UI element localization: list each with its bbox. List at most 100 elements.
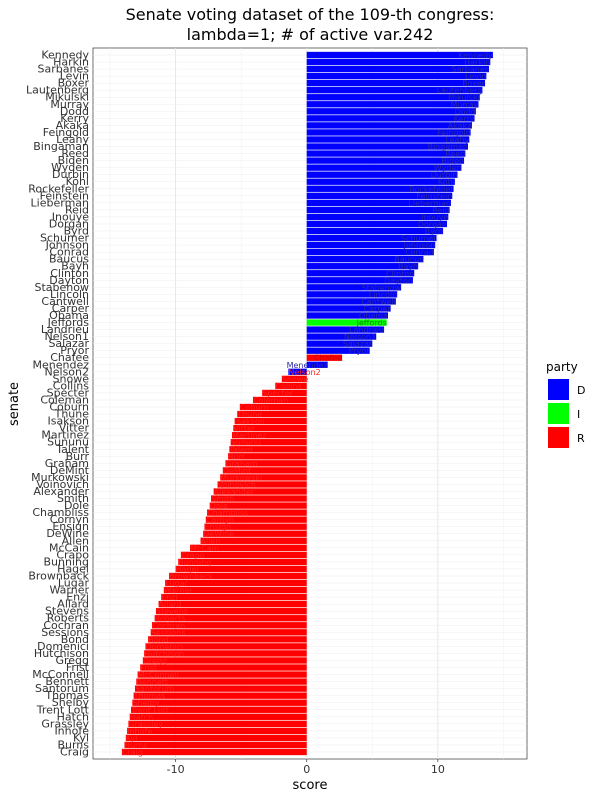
bar-label: Domenici: [145, 642, 183, 651]
y-tick-label: Landrieu: [41, 323, 89, 336]
bar-label: Dodd: [455, 107, 476, 116]
x-tick-label: 0: [303, 763, 310, 776]
bar: [306, 361, 328, 368]
x-axis-title: score: [293, 778, 328, 793]
y-tick-label: Feinstein: [40, 189, 89, 202]
y-tick-label: Warner: [49, 584, 89, 597]
y-tick-label: Burr: [66, 450, 90, 463]
y-tick-label: Burns: [57, 738, 89, 751]
bar: [306, 270, 415, 277]
bar: [180, 551, 307, 559]
bar: [200, 537, 307, 544]
bar-label: Cantwell: [361, 297, 396, 306]
bar-label: Grassley: [128, 720, 163, 729]
bar-label: DeMint: [223, 466, 251, 475]
bar-label: Salazar: [343, 340, 373, 349]
bar-label: Feinstein: [416, 192, 452, 201]
bar: [306, 122, 472, 129]
bar: [306, 206, 450, 214]
y-tick-label: Pryor: [60, 344, 89, 357]
bar-label: Leahy: [445, 135, 469, 144]
y-tick-label: Conrad: [49, 246, 89, 259]
y-tick-label: Bunning: [44, 555, 89, 568]
bar: [154, 615, 307, 622]
y-tick-label: Salazar: [48, 337, 89, 350]
bar-label: Martinez: [232, 431, 267, 440]
bar: [228, 453, 307, 460]
bar-label: Harkin: [464, 58, 490, 67]
bar-label: Hatch: [130, 713, 154, 722]
bar-label: Jeffords: [356, 319, 387, 328]
bar-label: Kennedy: [458, 51, 493, 60]
bar-label: Clinton: [386, 269, 414, 278]
y-tick-label: Isakson: [47, 415, 89, 428]
bar: [306, 51, 493, 59]
bar-label: Dorgan: [418, 220, 447, 229]
bar: [306, 284, 402, 291]
bar-label: Bond: [148, 635, 169, 644]
y-tick-label: Bayh: [61, 260, 89, 273]
bar-label: Landrieu: [349, 326, 384, 335]
bar-label: Inhofe: [127, 727, 152, 736]
bar: [306, 136, 470, 143]
y-tick-label: Biden: [58, 154, 89, 167]
bar: [131, 706, 307, 713]
bar-label: Akaka: [448, 121, 472, 130]
bar: [306, 319, 387, 326]
y-tick-label: Jeffords: [47, 316, 90, 329]
y-tick-label: Grassley: [41, 717, 89, 730]
bar: [306, 312, 389, 319]
bar-label: Schumer: [401, 234, 437, 243]
bar-label: Carper: [364, 304, 392, 313]
bar-label: Sessions: [151, 628, 186, 637]
bar: [306, 101, 479, 108]
bar: [124, 741, 307, 749]
bar-label: Cornyn: [206, 516, 235, 525]
y-tick-label: Byrd: [64, 225, 89, 238]
legend-key: [548, 379, 569, 400]
bar: [306, 298, 396, 305]
bar-label: Nelson2: [288, 368, 320, 377]
bar: [306, 129, 471, 136]
bar: [203, 530, 307, 537]
y-tick-label: Bennett: [45, 675, 89, 688]
y-tick-label: Frist: [66, 661, 90, 674]
bar: [306, 256, 424, 263]
bar-label: Specter: [262, 389, 294, 398]
bar: [169, 572, 307, 580]
y-tick-label: Cornyn: [50, 513, 89, 526]
bar-label: Pryor: [349, 347, 371, 356]
legend-label: D: [577, 384, 585, 397]
y-tick-label: Roberts: [47, 612, 89, 625]
bar-label: Santorum: [135, 685, 174, 694]
bar-label: Shelby: [132, 699, 159, 708]
bar: [306, 115, 475, 122]
y-tick-label: Lincoln: [50, 288, 89, 301]
y-tick-label: Ensign: [52, 520, 89, 533]
bar-label: Alexander: [214, 488, 255, 497]
y-tick-label: Inhofe: [54, 724, 89, 737]
bar: [306, 241, 436, 249]
y-tick-label: Allen: [62, 534, 89, 547]
bar: [178, 558, 307, 566]
bar-label: Warner: [164, 586, 193, 595]
bar-label: Hutchison: [144, 649, 184, 658]
bar: [306, 65, 489, 73]
y-tick-label: Reed: [61, 147, 89, 160]
bar: [142, 657, 307, 664]
bar-label: Wyden: [434, 164, 462, 173]
bar-label: Rockefeller: [409, 185, 454, 194]
y-tick-label: Kerry: [60, 112, 89, 125]
bar: [163, 586, 307, 594]
legend-key: [548, 403, 569, 424]
bar: [144, 650, 307, 657]
bar: [220, 474, 307, 481]
bar: [281, 375, 307, 383]
y-tick-label: Chafee: [50, 351, 89, 364]
bar: [306, 277, 413, 284]
y-tick-label: Allard: [57, 598, 89, 611]
chart-title-line2: lambda=1; # of active var.242: [187, 25, 434, 44]
bar: [306, 248, 434, 256]
y-tick-label: Chambliss: [32, 506, 89, 519]
bar: [288, 368, 307, 375]
